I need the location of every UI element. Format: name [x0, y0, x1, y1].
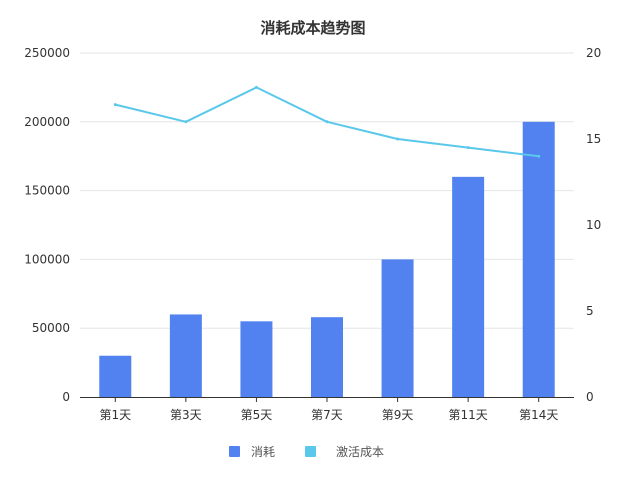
bar[interactable] — [169, 314, 202, 397]
legend[interactable]: 消耗 激活成本 — [229, 445, 384, 459]
left-y-axis: 0 50000 100000 150000 200000 250000 — [24, 46, 70, 404]
right-tick-label: 15 — [586, 132, 601, 146]
grid-lines — [80, 52, 574, 329]
x-tick-label: 第11天 — [449, 408, 488, 422]
line-point[interactable] — [396, 137, 400, 141]
line-point[interactable] — [254, 85, 258, 89]
line-point[interactable] — [184, 120, 188, 124]
x-tick-label: 第1天 — [99, 408, 131, 422]
left-tick-label: 100000 — [24, 252, 70, 266]
right-tick-label: 5 — [586, 304, 594, 318]
bar[interactable] — [452, 176, 485, 397]
x-tick-label: 第14天 — [519, 408, 558, 422]
legend-item-activation-cost[interactable]: 激活成本 — [305, 445, 384, 459]
left-tick-label: 250000 — [24, 46, 70, 60]
left-tick-label: 200000 — [24, 115, 70, 129]
bar[interactable] — [522, 121, 555, 398]
right-tick-label: 10 — [586, 218, 601, 232]
left-tick-label: 150000 — [24, 184, 70, 198]
bar[interactable] — [381, 259, 414, 397]
x-tick-label: 第9天 — [382, 408, 414, 422]
bar-series — [99, 121, 555, 398]
x-tick-label: 第5天 — [241, 408, 273, 422]
x-tick-label: 第7天 — [311, 408, 343, 422]
line-point[interactable] — [466, 146, 470, 150]
line-point[interactable] — [537, 154, 541, 158]
bar[interactable] — [240, 321, 273, 397]
left-tick-label: 50000 — [32, 321, 70, 335]
right-y-axis: 0 5 10 15 20 — [586, 46, 601, 404]
legend-swatch-consumption — [229, 446, 240, 457]
line-series — [113, 85, 541, 158]
x-axis: 第1天 第3天 第5天 第7天 第9天 第11天 第14天 — [80, 397, 574, 422]
x-tick-label: 第3天 — [170, 408, 202, 422]
line-point[interactable] — [113, 103, 117, 107]
legend-item-consumption[interactable]: 消耗 — [229, 445, 275, 459]
right-tick-label: 20 — [586, 46, 601, 60]
legend-swatch-activation-cost — [305, 446, 316, 457]
bar[interactable] — [311, 317, 343, 397]
legend-label-consumption: 消耗 — [251, 445, 275, 459]
right-tick-label: 0 — [586, 390, 594, 404]
left-tick-label: 0 — [62, 390, 70, 404]
bar[interactable] — [99, 355, 132, 397]
chart-title: 消耗成本趋势图 — [260, 19, 365, 37]
line-point[interactable] — [325, 120, 329, 124]
legend-label-activation-cost: 激活成本 — [336, 445, 384, 459]
